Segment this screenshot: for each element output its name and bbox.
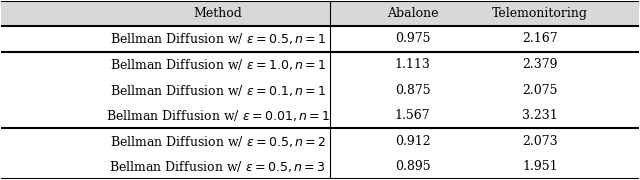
Text: 0.895: 0.895 (395, 160, 431, 173)
Text: 2.073: 2.073 (522, 134, 558, 148)
Text: 2.075: 2.075 (523, 84, 558, 96)
Text: 1.951: 1.951 (522, 160, 558, 173)
Text: 3.231: 3.231 (522, 109, 558, 122)
Text: Bellman Diffusion w/ $\epsilon = 0.5, n = 2$: Bellman Diffusion w/ $\epsilon = 0.5, n … (109, 134, 326, 148)
Text: 2.167: 2.167 (522, 32, 558, 46)
Text: Telemonitoring: Telemonitoring (492, 7, 588, 20)
Text: 1.567: 1.567 (395, 109, 431, 122)
Text: Bellman Diffusion w/ $\epsilon = 1.0, n = 1$: Bellman Diffusion w/ $\epsilon = 1.0, n … (109, 57, 326, 72)
Text: 0.912: 0.912 (395, 134, 431, 148)
Text: Bellman Diffusion w/ $\epsilon = 0.01, n = 1$: Bellman Diffusion w/ $\epsilon = 0.01, n… (106, 108, 330, 123)
Text: Bellman Diffusion w/ $\epsilon = 0.5, n = 1$: Bellman Diffusion w/ $\epsilon = 0.5, n … (109, 31, 326, 46)
Text: 0.975: 0.975 (395, 32, 430, 46)
Text: Bellman Diffusion w/ $\epsilon = 0.5, n = 3$: Bellman Diffusion w/ $\epsilon = 0.5, n … (109, 159, 326, 174)
Text: 2.379: 2.379 (523, 58, 558, 71)
Text: 1.113: 1.113 (395, 58, 431, 71)
Text: Method: Method (193, 7, 243, 20)
Text: Bellman Diffusion w/ $\epsilon = 0.1, n = 1$: Bellman Diffusion w/ $\epsilon = 0.1, n … (109, 82, 326, 98)
Bar (1, 1, 639, 26)
Text: Abalone: Abalone (387, 7, 438, 20)
Text: 0.875: 0.875 (395, 84, 431, 96)
